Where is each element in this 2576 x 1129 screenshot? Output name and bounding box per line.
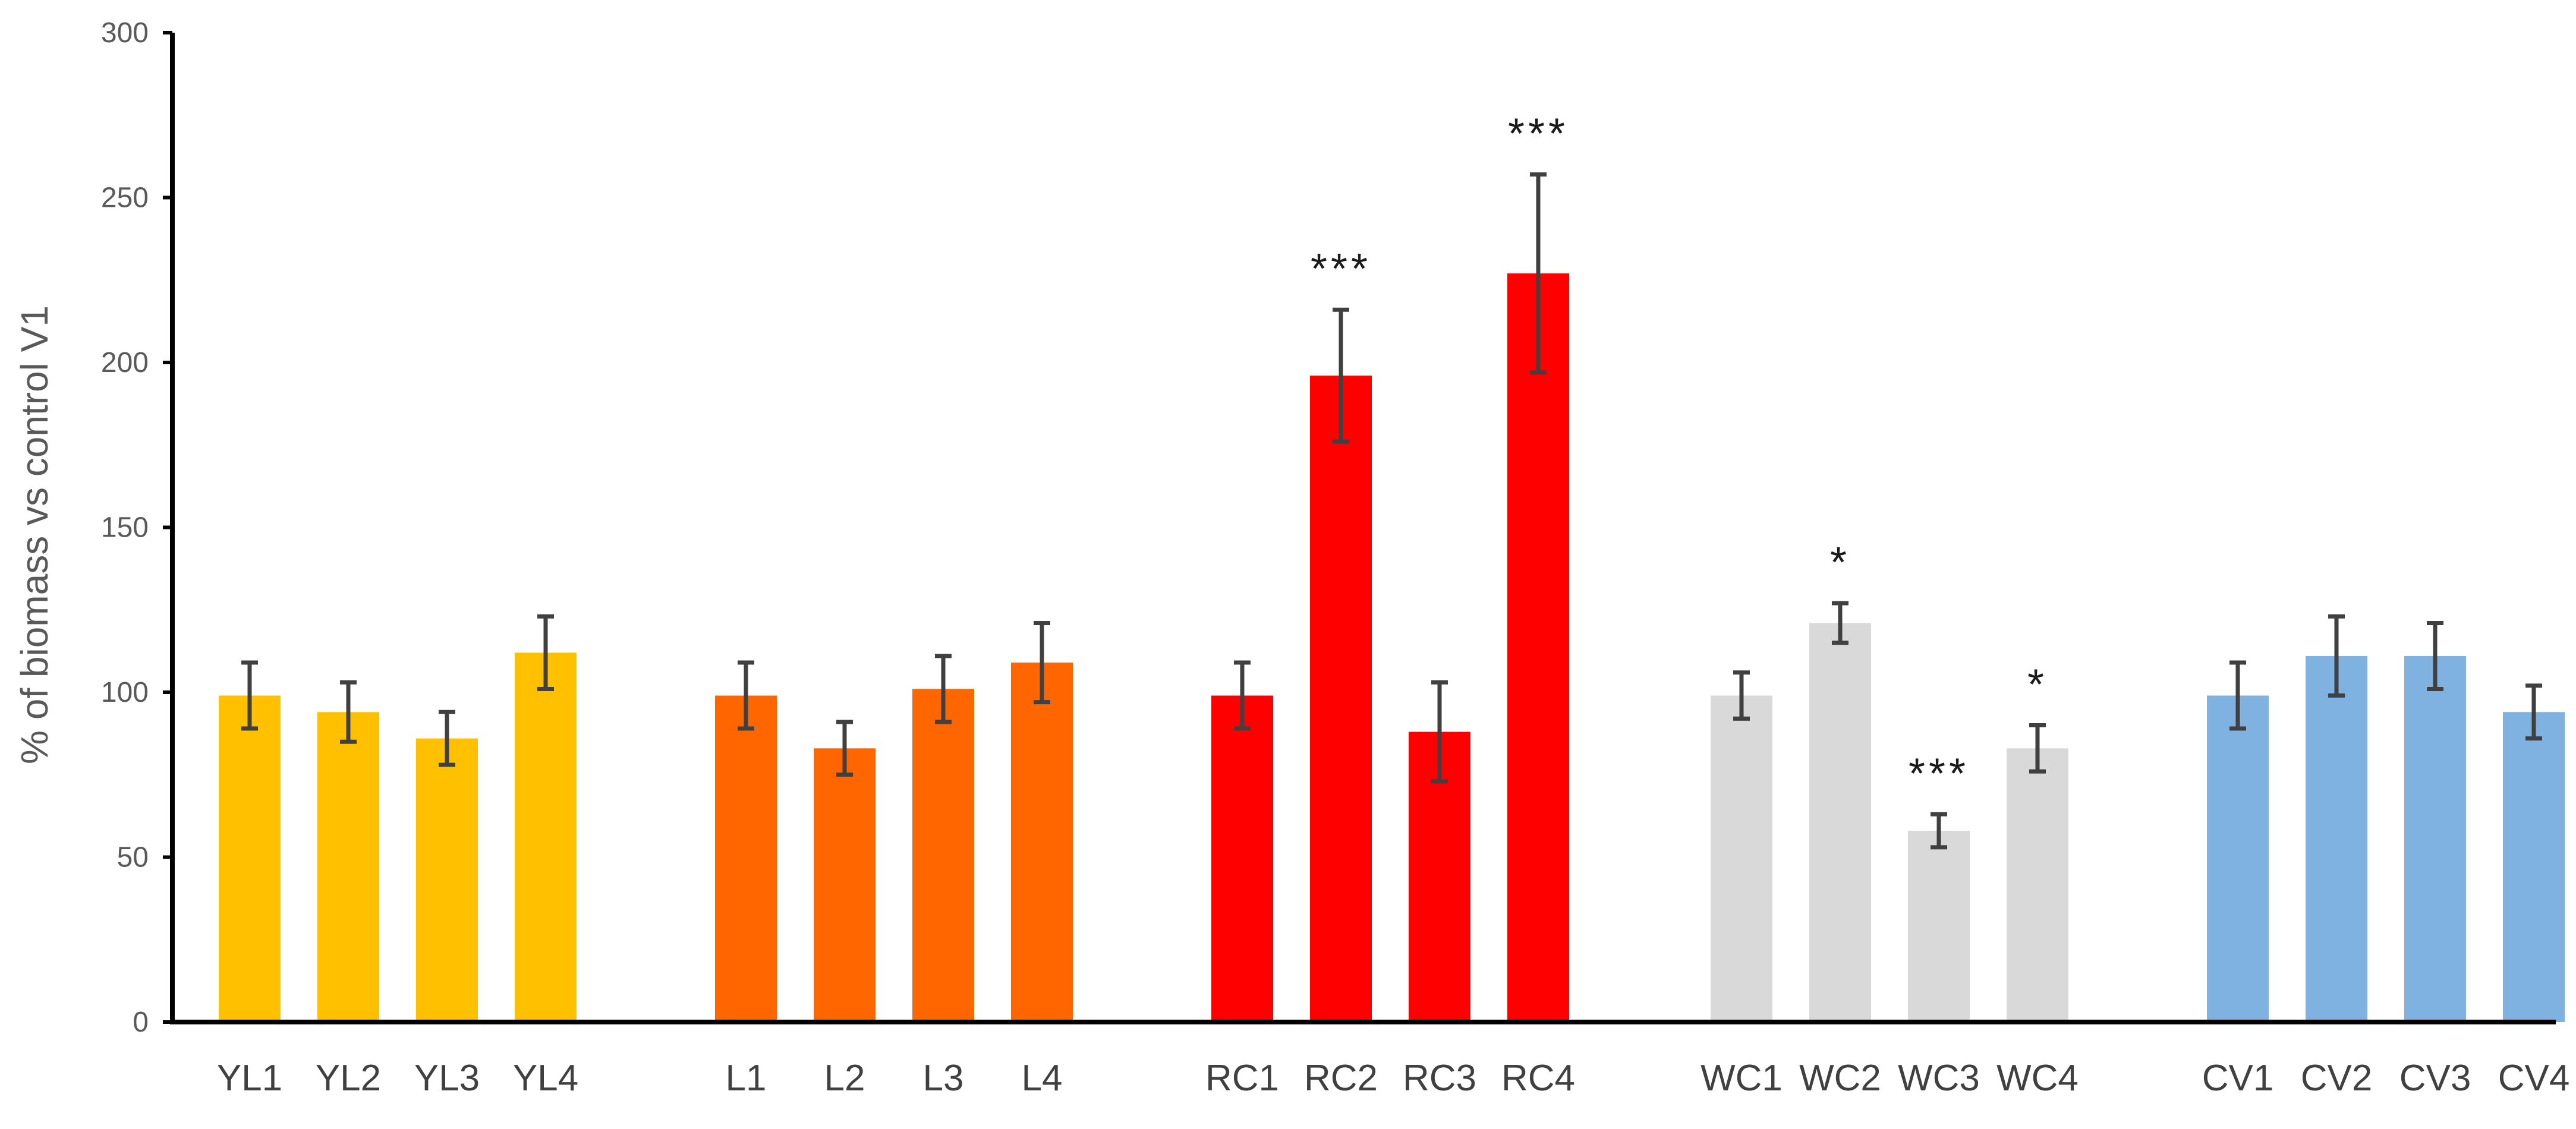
x-tick-label-cv1: CV1 [2202,1058,2274,1099]
x-axis-category-labels: YL1 YL2 YL3 YL4 L1 L2 L3 L4 RC1 RC2 RC3 RC4 WC1 WC2 WC… [217,1058,2569,1099]
x-tick-label-yl3: YL3 [414,1058,480,1099]
bars [219,273,2565,1023]
bar-yl4 [515,652,577,1022]
significance-label-wc2: * [1830,539,1850,586]
x-tick-label-yl4: YL4 [513,1058,578,1099]
error-bar-yl4 [537,614,554,691]
error-bar-wc1 [1733,670,1750,721]
bar-wc1 [1711,695,1772,1022]
x-tick-label-yl1: YL1 [217,1058,282,1099]
y-tick-label: 100 [101,677,149,708]
significance-label-wc3: *** [1909,750,1969,797]
y-tick-label: 50 [117,842,149,873]
bar-l4 [1011,663,1073,1022]
x-tick-label-l1: L1 [726,1058,767,1099]
bar-cv3 [2404,655,2466,1022]
bar-cv2 [2306,655,2367,1022]
bar-l1 [715,695,777,1022]
error-bar-rc4 [1530,172,1547,375]
x-tick-label-yl2: YL2 [316,1058,381,1099]
error-bars [241,172,2542,850]
bar-wc3 [1908,831,1970,1022]
significance-labels: *********** [1311,111,2048,798]
x-tick-label-l3: L3 [923,1058,964,1099]
x-tick-label-l4: L4 [1022,1058,1063,1099]
y-tick-label: 250 [101,182,149,214]
bar-yl1 [219,695,281,1022]
y-tick-label: 150 [101,512,149,544]
x-tick-label-l2: L2 [824,1058,865,1099]
bar-yl2 [317,712,379,1022]
error-bar-cv2 [2328,614,2345,698]
x-tick-label-cv3: CV3 [2399,1058,2471,1099]
error-bar-rc1 [1234,660,1251,731]
y-tick-label: 200 [101,347,149,379]
error-bar-cv1 [2229,660,2246,731]
bar-l3 [912,689,974,1022]
bar-l2 [814,748,876,1022]
x-tick-label-wc1: WC1 [1700,1058,1783,1099]
bar-wc4 [2007,748,2068,1022]
error-bar-yl1 [241,660,258,731]
y-axis-ticks: 0 50 100 150 200 250 300 [101,17,172,1038]
significance-label-rc4: *** [1508,111,1569,158]
significance-label-wc4: * [2027,661,2048,709]
error-bar-l2 [836,720,853,777]
x-tick-label-wc2: WC2 [1799,1058,1881,1099]
bar-wc2 [1809,623,1871,1022]
error-bar-wc3 [1931,812,1947,850]
y-tick-label: 300 [101,17,149,49]
bar-rc4 [1507,273,1569,1022]
error-bar-cv4 [2525,683,2542,741]
error-bar-rc3 [1431,680,1448,784]
error-bar-cv3 [2427,620,2443,691]
bar-yl3 [416,738,478,1022]
bar-cv1 [2207,695,2269,1022]
bar-rc1 [1211,695,1273,1022]
significance-label-rc2: *** [1311,245,1371,293]
error-bar-rc2 [1333,307,1349,444]
error-bar-wc2 [1832,601,1848,645]
error-bar-yl3 [439,709,455,767]
x-tick-label-rc3: RC3 [1403,1058,1476,1099]
error-bar-l4 [1034,620,1050,705]
bar-cv4 [2503,712,2565,1022]
error-bar-yl2 [340,680,357,744]
bar-rc2 [1310,376,1372,1023]
error-bar-l3 [935,654,952,724]
y-axis-title: % of biomass vs control V1 [13,305,56,764]
x-tick-label-wc3: WC3 [1898,1058,1980,1099]
x-tick-label-rc4: RC4 [1501,1058,1575,1099]
x-tick-label-cv4: CV4 [2498,1058,2570,1099]
x-tick-label-rc2: RC2 [1304,1058,1378,1099]
x-tick-label-wc4: WC4 [1996,1058,2079,1099]
x-tick-label-cv2: CV2 [2301,1058,2373,1099]
error-bar-l1 [738,660,754,731]
error-bar-wc4 [2029,723,2046,774]
x-tick-label-rc1: RC1 [1205,1058,1279,1099]
y-tick-label: 0 [133,1007,149,1038]
